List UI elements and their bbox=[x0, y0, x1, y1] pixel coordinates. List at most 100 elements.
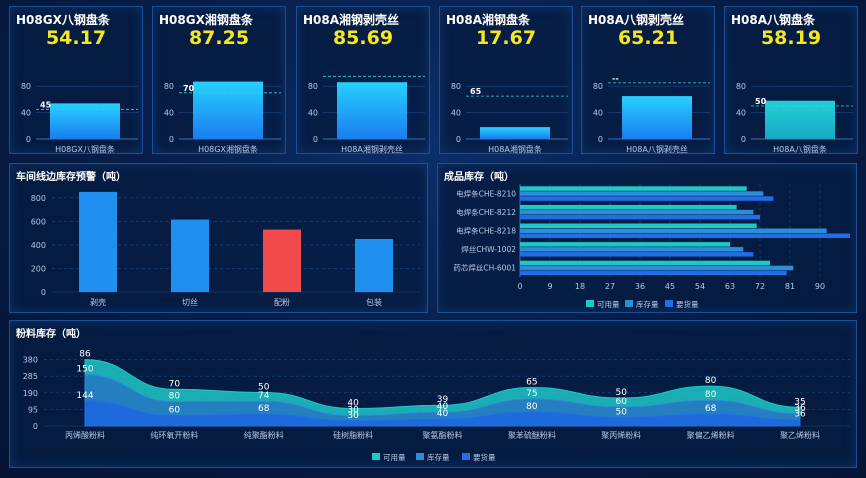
finished-legend-swatch[interactable] bbox=[625, 300, 633, 307]
finished-x-tick: 54 bbox=[695, 282, 705, 291]
card-bar bbox=[50, 103, 120, 139]
powder-y-tick: 380 bbox=[23, 356, 38, 365]
finished-bar-5-series-2 bbox=[520, 265, 794, 271]
card-mini-chart: 0 40 80 H08A湘钢剥壳丝 bbox=[308, 75, 425, 154]
card-mini-chart: 0 40 80 65 H08A湘钢盘条 bbox=[451, 82, 568, 154]
card-x-label: H08A八钢盘条 bbox=[773, 144, 827, 154]
card-y-tick: 40 bbox=[451, 109, 461, 118]
powder-y-tick: 95 bbox=[28, 405, 38, 414]
powder-y-tick: 285 bbox=[23, 372, 38, 381]
workshop-x-label: 剥壳 bbox=[90, 297, 106, 307]
finished-y-label: 药芯焊丝CH-6001 bbox=[453, 263, 516, 273]
card-title: H08A湘钢盘条 bbox=[446, 13, 531, 27]
finished-x-tick: 45 bbox=[665, 282, 675, 291]
finished-x-tick: 18 bbox=[575, 282, 585, 291]
powder-data-label: 40 bbox=[437, 409, 449, 419]
workshop-bar-1 bbox=[79, 191, 117, 292]
finished-bar-3-series-2 bbox=[520, 228, 827, 233]
finished-hbar-chart: 0 9 18 27 36 45 54 63 72 81 90 电焊条CHE-8210 电焊条CHE-82… bbox=[453, 184, 850, 309]
finished-panel-title: 成品库存（吨） bbox=[444, 172, 514, 183]
gauge-card-3: H08A湘钢剥壳丝 85.69 0 40 80 H08A湘钢剥壳丝 bbox=[296, 6, 430, 154]
gauge-card-2: H08GX湘钢盘条 87.25 0 40 80 70 H08GX湘钢盘条 bbox=[152, 6, 286, 154]
powder-data-label: 40 bbox=[437, 402, 449, 412]
powder-x-label: 聚苯硫醚粉料 bbox=[508, 430, 556, 440]
finished-inventory-panel: 成品库存（吨） 0 9 18 27 36 45 54 63 72 81 90 电焊条CHE-8210 电… bbox=[437, 163, 857, 313]
card-reference-label: 70 bbox=[183, 84, 195, 93]
card-bar bbox=[337, 82, 407, 139]
finished-bar-3-series-1 bbox=[520, 223, 757, 228]
powder-data-label: 36 bbox=[794, 410, 806, 420]
card-y-tick: 80 bbox=[451, 82, 461, 91]
card-title: H08A八钢盘条 bbox=[731, 13, 816, 27]
card-reference-label: 65 bbox=[470, 87, 482, 96]
powder-y-tick: 0 bbox=[33, 422, 38, 431]
powder-data-label: 68 bbox=[258, 404, 270, 414]
card-y-tick: 40 bbox=[21, 109, 31, 118]
finished-legend-label[interactable]: 库存量 bbox=[636, 299, 659, 309]
card-title: H08GX湘钢盘条 bbox=[159, 13, 253, 27]
workshop-y-tick: 0 bbox=[41, 288, 46, 297]
card-mini-chart: 0 40 80 50 H08A八钢盘条 bbox=[736, 82, 853, 154]
workshop-x-label: 配粉 bbox=[274, 297, 290, 307]
card-x-label: H08GX湘钢盘条 bbox=[198, 144, 258, 154]
powder-data-label: 30 bbox=[347, 406, 359, 416]
card-mini-chart: 0 40 80 70 H08GX湘钢盘条 bbox=[164, 81, 281, 154]
finished-bar-1-series-1 bbox=[520, 186, 747, 191]
powder-inventory-panel: 粉料库存（吨） 0 95 190 285 380 144 60 68 30 40 80 50 68 36 1… bbox=[9, 320, 857, 468]
powder-y-tick: 190 bbox=[23, 389, 38, 398]
finished-legend-label[interactable]: 要货量 bbox=[676, 299, 699, 309]
gauge-card-4: H08A湘钢盘条 17.67 0 40 80 65 H08A湘钢盘条 bbox=[439, 6, 573, 154]
powder-panel-title: 粉料库存（吨） bbox=[16, 329, 86, 340]
powder-legend-label[interactable]: 库存量 bbox=[427, 452, 450, 462]
powder-data-label: 30 bbox=[347, 411, 359, 421]
card-mini-chart: 0 40 80 -- H08A八钢剥壳丝 bbox=[593, 74, 710, 154]
card-reference-label: -- bbox=[612, 74, 619, 83]
card-bar bbox=[765, 100, 835, 139]
card-y-tick: 40 bbox=[736, 109, 746, 118]
gauge-card-6: H08A八钢盘条 58.19 0 40 80 50 H08A八钢盘条 bbox=[724, 6, 858, 154]
powder-data-label: 68 bbox=[705, 404, 717, 414]
card-value: 17.67 bbox=[475, 27, 537, 49]
card-y-tick: 40 bbox=[308, 109, 318, 118]
finished-bar-5-series-1 bbox=[520, 260, 770, 266]
card-y-tick: 0 bbox=[741, 135, 746, 144]
powder-data-label: 40 bbox=[347, 399, 359, 409]
powder-x-label: 纯聚酯粉料 bbox=[244, 430, 284, 440]
powder-legend-label[interactable]: 可用量 bbox=[383, 453, 406, 462]
finished-y-label: 电焊条CHE-8212 bbox=[456, 207, 516, 217]
finished-legend-label[interactable]: 可用量 bbox=[597, 300, 620, 309]
workshop-y-tick: 800 bbox=[31, 194, 46, 203]
finished-bar-4-series-3 bbox=[520, 252, 754, 257]
finished-x-tick: 90 bbox=[815, 282, 825, 291]
powder-legend-swatch[interactable] bbox=[462, 453, 470, 460]
powder-data-label: 36 bbox=[794, 403, 806, 413]
powder-legend-swatch[interactable] bbox=[372, 453, 380, 460]
finished-bar-4-series-2 bbox=[520, 247, 744, 252]
card-y-tick: 0 bbox=[313, 135, 318, 144]
powder-legend-label[interactable]: 要货量 bbox=[473, 452, 496, 462]
finished-legend-swatch[interactable] bbox=[586, 300, 594, 307]
card-bar bbox=[193, 81, 263, 139]
finished-bar-2-series-2 bbox=[520, 209, 754, 215]
powder-x-label: 聚偏乙烯粉料 bbox=[687, 430, 735, 440]
gauge-card-1: H08GX八钢盘条 54.17 0 40 80 45 H08GX八钢盘条 bbox=[9, 6, 143, 154]
finished-bar-3-series-3 bbox=[520, 233, 850, 238]
powder-x-label: 硅树脂粉料 bbox=[333, 430, 373, 440]
card-title: H08GX八钢盘条 bbox=[16, 13, 110, 27]
card-y-tick: 40 bbox=[164, 109, 174, 118]
powder-area-series-3 bbox=[84, 400, 801, 427]
finished-x-tick: 72 bbox=[755, 282, 765, 291]
powder-legend-swatch[interactable] bbox=[416, 453, 424, 460]
workshop-bar-2 bbox=[171, 219, 209, 292]
powder-data-label: 150 bbox=[76, 365, 93, 375]
finished-bar-2-series-3 bbox=[520, 214, 760, 220]
card-title: H08A湘钢剥壳丝 bbox=[303, 13, 400, 27]
finished-legend-swatch[interactable] bbox=[665, 300, 673, 307]
card-y-tick: 0 bbox=[598, 135, 603, 144]
finished-x-tick: 0 bbox=[517, 282, 522, 291]
powder-data-label: 86 bbox=[79, 350, 91, 360]
card-bar bbox=[480, 127, 550, 139]
card-y-tick: 80 bbox=[21, 82, 31, 91]
powder-x-label: 丙烯酸粉料 bbox=[65, 430, 105, 440]
finished-y-label: 电焊条CHE-8218 bbox=[456, 226, 516, 236]
